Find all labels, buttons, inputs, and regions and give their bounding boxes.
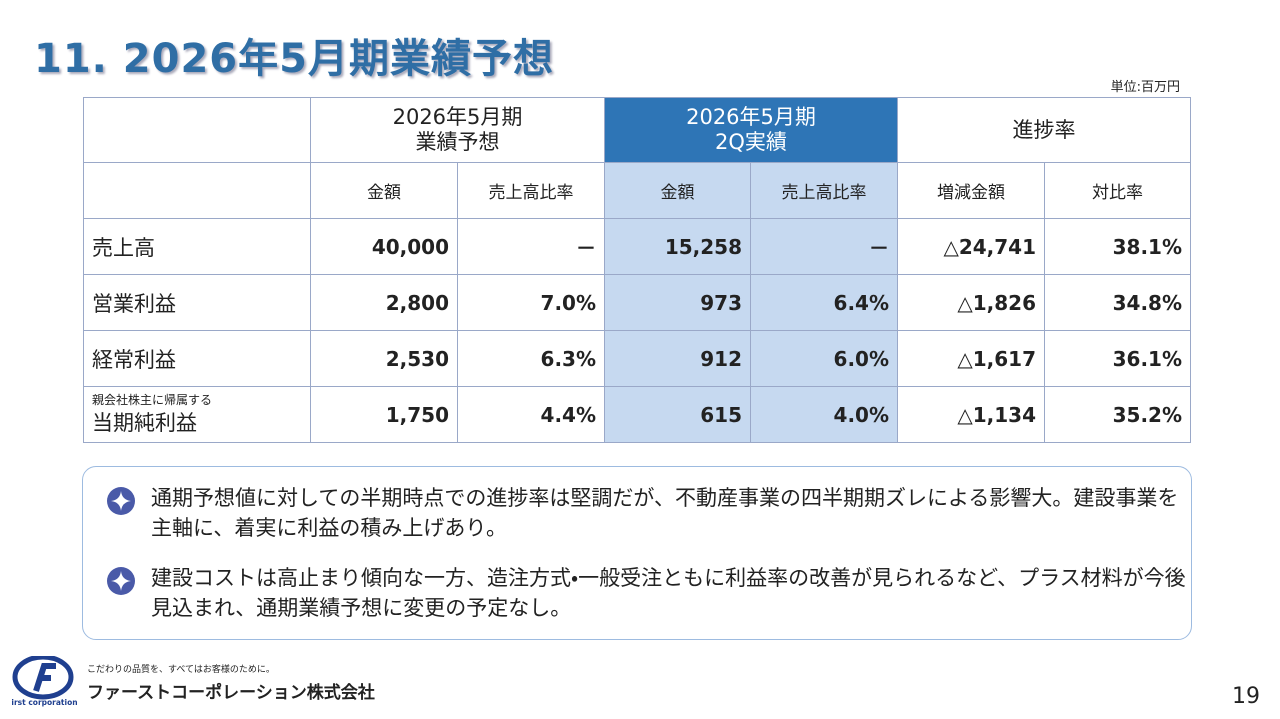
corner-cell (83, 162, 311, 219)
data-row: 経常利益 2,530 6.3% 912 6.0% △1,617 36.1% (83, 330, 1191, 387)
sub-header: 売上高比率 (457, 162, 605, 219)
row-label: 営業利益 (83, 274, 311, 331)
corner-cell (83, 97, 311, 163)
header-line: 業績予想 (415, 130, 500, 154)
cell: △1,826 (897, 274, 1045, 331)
sub-header-row: 金額 売上高比率 金額 売上高比率 増減金額 対比率 (83, 162, 1191, 219)
cell: 912 (604, 330, 751, 387)
cell: 36.1% (1044, 330, 1191, 387)
cell: 973 (604, 274, 751, 331)
cell: 4.0% (750, 386, 898, 443)
cell: － (457, 218, 605, 275)
cell: 6.3% (457, 330, 605, 387)
cell: 40,000 (310, 218, 458, 275)
note-text: 通期予想値に対しての半期時点での進捗率は堅調だが、不動産事業の四半期期ズレによる… (151, 486, 1179, 540)
sub-header: 増減金額 (897, 162, 1045, 219)
header-line: 2026年5月期 (392, 105, 523, 129)
company-name: ファーストコーポレーション株式会社 (87, 683, 375, 703)
data-row: 売上高 40,000 － 15,258 － △24,741 38.1% (83, 218, 1191, 275)
group-header-row: 2026年5月期 業績予想 2026年5月期 2Q実績 進捗率 (83, 97, 1191, 163)
row-label: 親会社株主に帰属する当期純利益 (83, 386, 311, 443)
cell: 6.0% (750, 330, 898, 387)
cell: 1,750 (310, 386, 458, 443)
cell: 4.4% (457, 386, 605, 443)
cell: 6.4% (750, 274, 898, 331)
title: 11. 2026年5月期業績予想 (34, 36, 554, 82)
cell: 7.0% (457, 274, 605, 331)
group-header: 2026年5月期 業績予想 (310, 97, 605, 163)
cell: 35.2% (1044, 386, 1191, 443)
sub-header: 金額 (310, 162, 458, 219)
cell: △1,617 (897, 330, 1045, 387)
sub-header: 金額 (604, 162, 751, 219)
row-label-prefix: 親会社株主に帰属する (92, 392, 213, 407)
cell: 2,800 (310, 274, 458, 331)
cell: 34.8% (1044, 274, 1191, 331)
sub-header: 売上高比率 (750, 162, 898, 219)
row-label-text: 営業利益 (92, 291, 176, 316)
cell: △24,741 (897, 218, 1045, 275)
sub-header: 対比率 (1044, 162, 1191, 219)
notes-box: 通期予想値に対しての半期時点での進捗率は堅調だが、不動産事業の四半期期ズレによる… (82, 466, 1192, 640)
cell: 615 (604, 386, 751, 443)
group-header: 2026年5月期 2Q実績 (604, 97, 898, 163)
row-label-text: 経常利益 (92, 347, 176, 372)
cell: － (750, 218, 898, 275)
row-label-text: 当期純利益 (92, 410, 197, 435)
tagline: こだわりの品質を、すべてはお客様のために。 (87, 665, 275, 675)
note-text: 建設コストは高止まり傾向な一方、造注方式・一般受注ともに利益率の改善が見られるな… (151, 566, 1186, 620)
cell: 15,258 (604, 218, 751, 275)
bullet-icon (107, 487, 135, 515)
header-line: 進捗率 (1012, 117, 1076, 142)
row-label: 売上高 (83, 218, 311, 275)
logo: first corporation (12, 656, 78, 707)
group-header: 進捗率 (897, 97, 1191, 163)
logo-text: first corporation (12, 698, 78, 707)
cell: 38.1% (1044, 218, 1191, 275)
data-row: 親会社株主に帰属する 当期純利益 1,750 4.4% 615 4.0% △1,134 35.… (83, 386, 1191, 443)
header-line: 2026年5月期 (686, 105, 816, 129)
header-line: 2Q実績 (715, 130, 787, 154)
page-number: 19 (1232, 684, 1260, 709)
cell: 2,530 (310, 330, 458, 387)
row-label: 経常利益 (83, 330, 311, 387)
cell: △1,134 (897, 386, 1045, 443)
bullet-icon (107, 567, 135, 595)
unit: 単位:百万円 (1110, 80, 1180, 95)
data-row: 営業利益 2,800 7.0% 973 6.4% △1,826 34.8% (83, 274, 1191, 331)
results-table: 2026年5月期 業績予想 2026年5月期 2Q実績 進捗率 金額 売上高比率 金額 売上高比… (83, 97, 1191, 443)
row-label-text: 売上高 (92, 235, 155, 260)
